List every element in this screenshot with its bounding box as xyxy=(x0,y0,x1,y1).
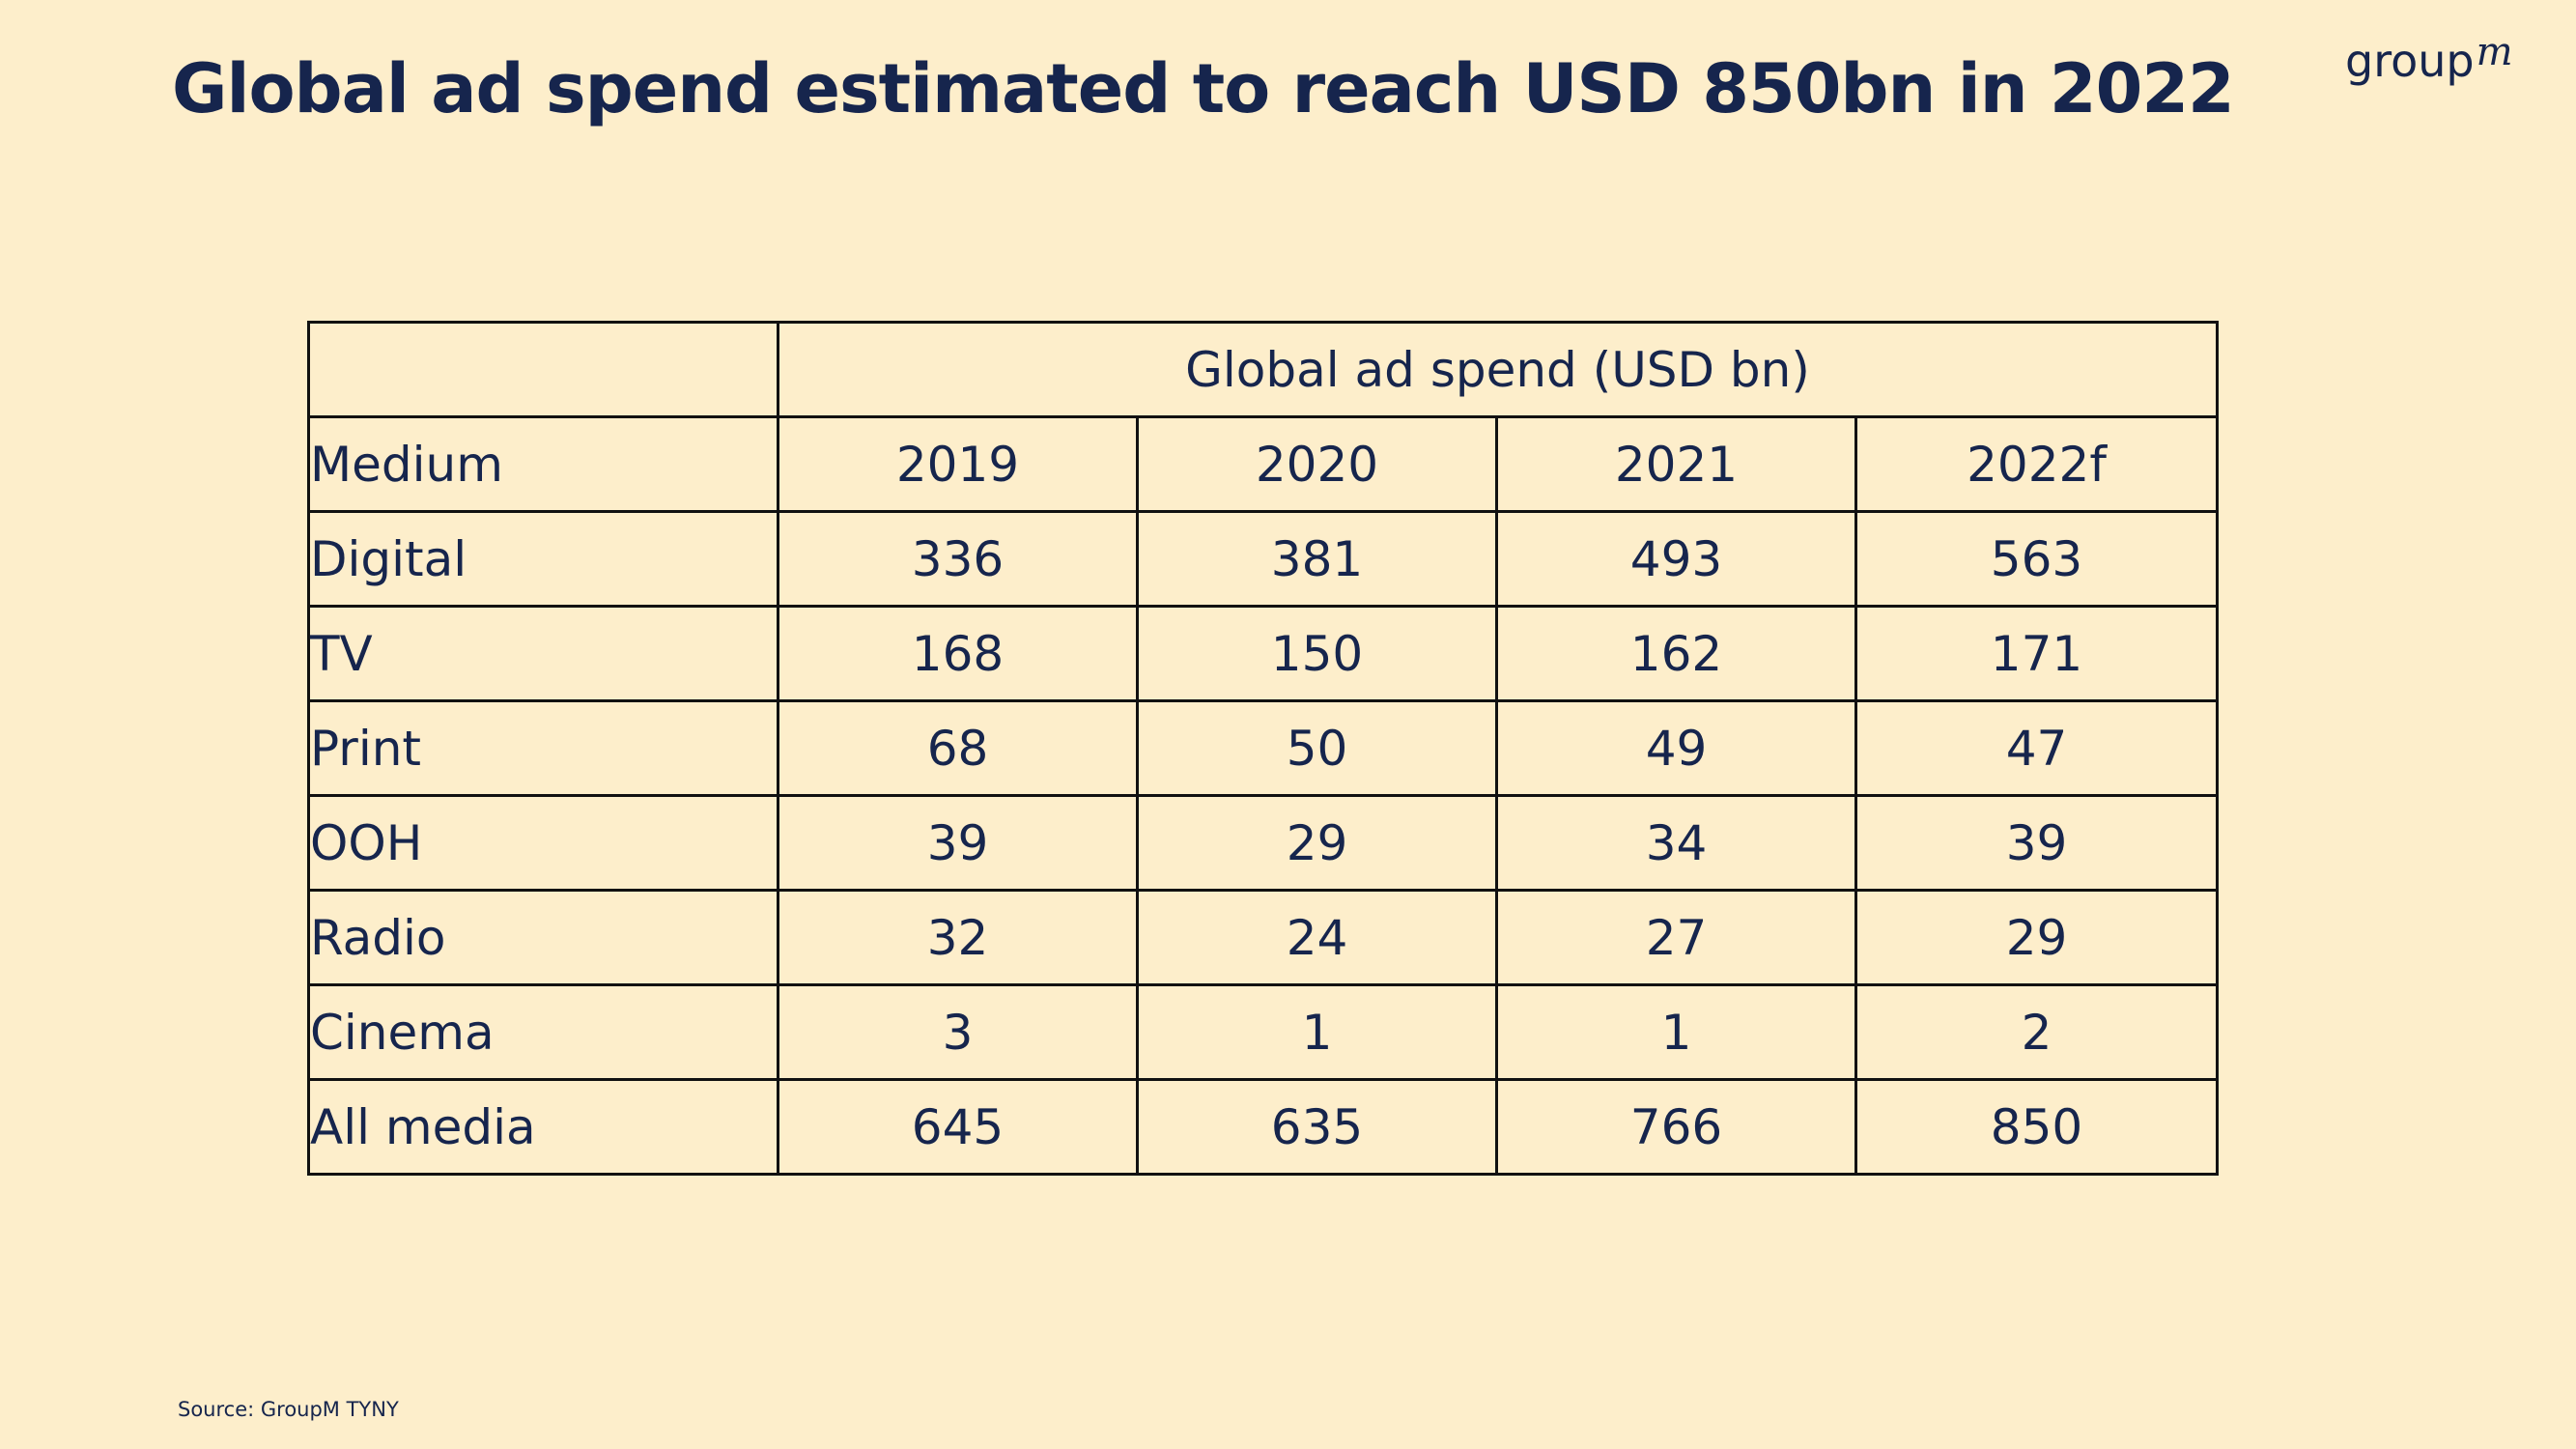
column-header-2019: 2019 xyxy=(777,415,1139,513)
table-body: Global ad spend (USD bn) Medium 2019 202… xyxy=(307,321,2220,1176)
value-cell: 168 xyxy=(777,605,1139,702)
value-cell: 32 xyxy=(777,889,1139,986)
value-cell: 49 xyxy=(1495,699,1857,797)
value-cell: 850 xyxy=(1854,1078,2220,1176)
logo-sup: m xyxy=(2476,30,2513,74)
value-cell: 336 xyxy=(777,510,1139,608)
column-header-medium: Medium xyxy=(307,415,779,513)
value-cell: 3 xyxy=(777,983,1139,1081)
ad-spend-table-wrapper: Global ad spend (USD bn) Medium 2019 202… xyxy=(307,321,2220,1176)
empty-corner-cell xyxy=(307,321,779,418)
table-row: All media 645 635 766 850 xyxy=(307,1078,2220,1176)
value-cell: 29 xyxy=(1136,794,1498,892)
value-cell: 635 xyxy=(1136,1078,1498,1176)
value-cell: 39 xyxy=(1854,794,2220,892)
value-cell: 563 xyxy=(1854,510,2220,608)
value-cell: 47 xyxy=(1854,699,2220,797)
value-cell: 766 xyxy=(1495,1078,1857,1176)
table-row: TV 168 150 162 171 xyxy=(307,605,2220,702)
value-cell: 68 xyxy=(777,699,1139,797)
slide-title: Global ad spend estimated to reach USD 8… xyxy=(172,49,2235,128)
group-header-cell: Global ad spend (USD bn) xyxy=(776,321,2220,418)
value-cell: 150 xyxy=(1136,605,1498,702)
value-cell: 50 xyxy=(1136,699,1498,797)
logo-main: group xyxy=(2345,35,2475,87)
column-header-2020: 2020 xyxy=(1136,415,1498,513)
value-cell: 2 xyxy=(1854,983,2220,1081)
column-header-row: Medium 2019 2020 2021 2022f xyxy=(307,415,2220,513)
group-header-row: Global ad spend (USD bn) xyxy=(307,321,2220,418)
row-label-cell: TV xyxy=(307,605,779,702)
table-row: Cinema 3 1 1 2 xyxy=(307,983,2220,1081)
value-cell: 171 xyxy=(1854,605,2220,702)
ad-spend-table: Global ad spend (USD bn) Medium 2019 202… xyxy=(307,321,2220,1176)
row-label-cell: All media xyxy=(307,1078,779,1176)
value-cell: 24 xyxy=(1136,889,1498,986)
value-cell: 1 xyxy=(1495,983,1857,1081)
value-cell: 34 xyxy=(1495,794,1857,892)
value-cell: 162 xyxy=(1495,605,1857,702)
column-header-2022f: 2022f xyxy=(1854,415,2220,513)
row-label-cell: Cinema xyxy=(307,983,779,1081)
table-row: Print 68 50 49 47 xyxy=(307,699,2220,797)
value-cell: 493 xyxy=(1495,510,1857,608)
value-cell: 39 xyxy=(777,794,1139,892)
value-cell: 645 xyxy=(777,1078,1139,1176)
value-cell: 381 xyxy=(1136,510,1498,608)
groupm-logo: groupm xyxy=(2345,33,2513,83)
table-row: Digital 336 381 493 563 xyxy=(307,510,2220,608)
table-row: OOH 39 29 34 39 xyxy=(307,794,2220,892)
column-header-2021: 2021 xyxy=(1495,415,1857,513)
row-label-cell: OOH xyxy=(307,794,779,892)
value-cell: 27 xyxy=(1495,889,1857,986)
row-label-cell: Print xyxy=(307,699,779,797)
row-label-cell: Radio xyxy=(307,889,779,986)
value-cell: 1 xyxy=(1136,983,1498,1081)
source-note: Source: GroupM TYNY xyxy=(178,1398,399,1421)
row-label-cell: Digital xyxy=(307,510,779,608)
value-cell: 29 xyxy=(1854,889,2220,986)
table-row: Radio 32 24 27 29 xyxy=(307,889,2220,986)
